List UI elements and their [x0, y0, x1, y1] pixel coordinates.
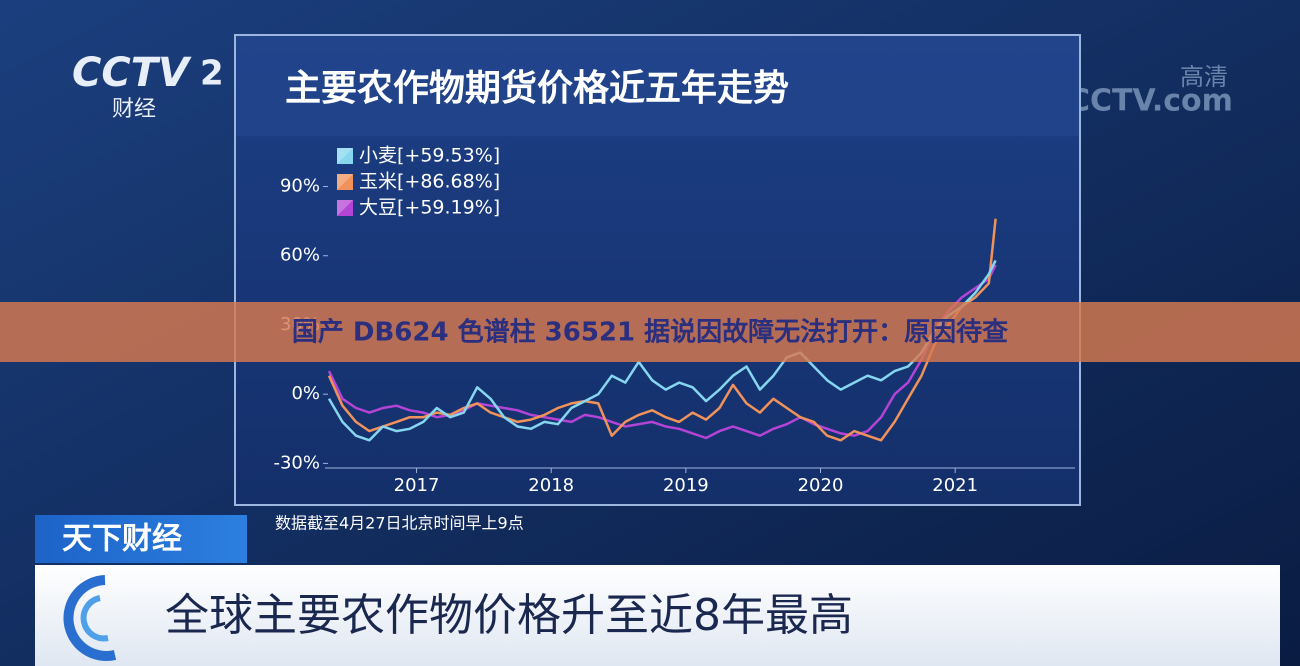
y-tick-label: 90% [280, 176, 320, 197]
x-tick-label: 2017 [394, 475, 440, 496]
logo-number: 2 [200, 54, 224, 94]
y-tick-label: 60% [280, 245, 320, 266]
program-name: 天下财经 [62, 522, 182, 557]
y-tick-label: 0% [291, 383, 320, 404]
legend-swatch [337, 200, 353, 216]
line-series [327, 218, 997, 442]
line-series [327, 264, 997, 440]
x-tick-label: 2021 [932, 475, 978, 496]
legend-swatch-cut [337, 200, 353, 216]
legend-label: 小麦[+59.53%] [359, 145, 500, 167]
headline-logo-inner [80, 595, 109, 642]
headline-bar [35, 565, 1280, 666]
title-band [236, 36, 1079, 136]
legend-swatch [337, 148, 353, 164]
x-tick-label: 2019 [663, 475, 709, 496]
legend-swatch-cut [337, 174, 353, 190]
line-series [327, 259, 997, 442]
banner-text: 国产 DB624 色谱柱 36521 据说因故障无法打开：原因待查 [292, 317, 1008, 348]
legend-swatch [337, 174, 353, 190]
headline-logo [63, 575, 117, 661]
data-note: 数据截至4月27日北京时间早上9点 [275, 514, 524, 533]
banner [0, 302, 1300, 362]
headline: 全球主要农作物价格升至近8年最高 [165, 590, 853, 641]
plot: -30%0%30%60%90%20172018201920202021小麦[+5… [273, 145, 1075, 496]
watermark-site: CCTV.com [1068, 84, 1233, 119]
legend-label: 玉米[+86.68%] [359, 171, 500, 193]
logo-channel: CCTV [72, 50, 192, 96]
y-tick-label: -30% [273, 452, 320, 473]
x-tick-label: 2018 [528, 475, 574, 496]
watermark-hd: 高清 [1180, 63, 1228, 91]
chart-title: 主要农作物期货价格近五年走势 [285, 68, 789, 109]
logo-sub: 财经 [112, 97, 156, 122]
x-tick-label: 2020 [798, 475, 844, 496]
legend-label: 大豆[+59.19%] [359, 197, 500, 219]
legend-swatch-cut [337, 148, 353, 164]
program-tab [35, 515, 247, 563]
